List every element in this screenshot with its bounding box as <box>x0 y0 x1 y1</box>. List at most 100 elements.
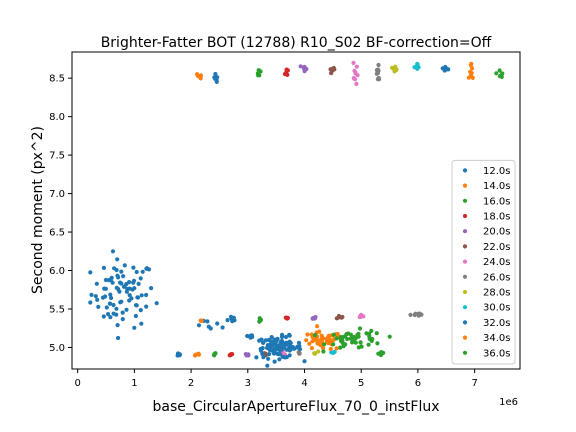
data-point-32.0s <box>274 346 278 350</box>
data-point-12.0s <box>112 266 116 270</box>
data-point-14.0s <box>199 76 203 80</box>
data-point-18.0s <box>286 68 290 72</box>
x-tick-label: 2 <box>188 378 194 389</box>
data-point-20.0s <box>299 64 303 68</box>
x-tick-label: 3 <box>245 378 251 389</box>
data-point-32.0s <box>273 338 277 342</box>
data-point-34.0s <box>470 71 474 75</box>
data-point-32.0s <box>285 342 289 346</box>
data-point-22.0s <box>332 66 336 70</box>
legend-label: 36.0s <box>483 348 510 359</box>
data-point-32.0s <box>280 335 284 339</box>
legend-marker <box>463 244 467 248</box>
data-point-24.0s <box>351 61 355 65</box>
data-point-26.0s <box>414 312 418 316</box>
data-point-32.0s <box>288 334 292 338</box>
data-point-32.0s <box>249 334 253 338</box>
data-point-34.0s <box>315 324 319 328</box>
x-tick-label: 0 <box>74 378 80 389</box>
data-point-36.0s <box>322 342 326 346</box>
data-point-12.0s <box>114 313 118 317</box>
data-point-16.0s <box>212 353 216 357</box>
data-point-36.0s <box>342 344 346 348</box>
data-point-32.0s <box>261 341 265 345</box>
data-point-36.0s <box>388 335 392 339</box>
data-point-36.0s <box>494 71 498 75</box>
data-point-32.0s <box>288 353 292 357</box>
data-point-12.0s <box>134 314 138 318</box>
data-point-12.0s <box>114 307 118 311</box>
data-point-28.0s <box>392 68 396 72</box>
data-point-12.0s <box>121 311 125 315</box>
data-point-36.0s <box>379 350 383 354</box>
legend-marker <box>463 351 467 355</box>
data-point-24.0s <box>353 77 357 81</box>
data-point-12.0s <box>205 319 209 323</box>
data-point-12.0s <box>119 300 123 304</box>
data-point-12.0s <box>136 295 140 299</box>
legend-marker <box>463 305 467 309</box>
data-point-12.0s <box>209 326 213 330</box>
data-point-12.0s <box>137 282 141 286</box>
data-point-32.0s <box>266 357 270 361</box>
legend-label: 30.0s <box>483 303 510 314</box>
data-point-36.0s <box>375 341 379 345</box>
data-point-12.0s <box>140 293 144 297</box>
x-axis-multiplier: 1e6 <box>499 397 518 408</box>
data-point-12.0s <box>144 293 148 297</box>
chart-title: Brighter-Fatter BOT (12788) R10_S02 BF-c… <box>101 35 492 51</box>
data-point-34.0s <box>335 346 339 350</box>
data-point-36.0s <box>345 337 349 341</box>
data-point-12.0s <box>108 293 112 297</box>
data-point-32.0s <box>302 359 306 363</box>
y-tick-label: 7.5 <box>49 151 65 162</box>
data-point-36.0s <box>498 74 502 78</box>
x-axis-label: base_CircularApertureFlux_70_0_instFlux <box>152 399 439 415</box>
data-point-18.0s <box>228 353 232 357</box>
data-point-24.0s <box>354 82 358 86</box>
data-point-24.0s <box>354 71 358 75</box>
y-tick-label: 5.5 <box>49 304 65 315</box>
data-point-12.0s <box>94 294 98 298</box>
data-point-12.0s <box>145 266 149 270</box>
data-point-32.0s <box>279 346 283 350</box>
data-point-32.0s <box>245 334 249 338</box>
data-point-12.0s <box>131 266 135 270</box>
data-point-36.0s <box>358 326 362 330</box>
legend-marker <box>463 320 467 324</box>
data-point-12.0s <box>88 270 92 274</box>
y-tick-label: 6.5 <box>49 228 65 239</box>
data-point-34.0s <box>310 346 314 350</box>
data-point-36.0s <box>345 332 349 336</box>
data-point-34.0s <box>324 337 328 341</box>
data-point-32.0s <box>297 344 301 348</box>
data-point-16.0s <box>256 73 260 77</box>
data-point-32.0s <box>279 340 283 344</box>
data-point-34.0s <box>305 332 309 336</box>
data-point-12.0s <box>132 279 136 283</box>
data-point-12.0s <box>102 287 106 291</box>
data-point-12.0s <box>115 286 119 290</box>
data-point-36.0s <box>369 329 373 333</box>
data-point-12.0s <box>109 278 113 282</box>
data-point-12.0s <box>123 263 127 267</box>
legend-marker <box>463 168 467 172</box>
data-point-34.0s <box>469 63 473 67</box>
data-point-32.0s <box>283 355 287 359</box>
data-point-32.0s <box>270 344 274 348</box>
data-point-12.0s <box>155 301 159 305</box>
legend-marker <box>463 184 467 188</box>
data-point-32.0s <box>272 351 276 355</box>
data-point-36.0s <box>375 331 379 335</box>
data-point-36.0s <box>370 337 374 341</box>
legend-label: 14.0s <box>483 181 510 192</box>
data-point-16.0s <box>258 318 262 322</box>
data-point-12.0s <box>139 308 143 312</box>
data-point-24.0s <box>359 315 363 319</box>
data-point-12.0s <box>119 281 123 285</box>
data-point-34.0s <box>316 341 320 345</box>
data-point-32.0s <box>284 335 288 339</box>
legend-label: 26.0s <box>483 272 510 283</box>
data-point-12.0s <box>221 325 225 329</box>
